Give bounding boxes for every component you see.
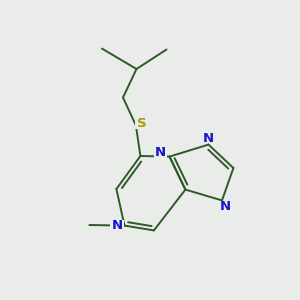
Bar: [202, 133, 215, 143]
Text: S: S: [137, 117, 147, 130]
Text: N: N: [203, 131, 214, 145]
Text: S: S: [137, 117, 147, 130]
Text: N: N: [111, 219, 123, 232]
Text: N: N: [220, 200, 231, 213]
Bar: [135, 118, 148, 129]
Text: N: N: [111, 219, 123, 232]
Bar: [219, 201, 232, 212]
Bar: [154, 148, 167, 158]
Text: N: N: [155, 146, 166, 160]
Text: N: N: [203, 131, 214, 145]
Text: N: N: [220, 200, 231, 213]
Text: N: N: [155, 146, 166, 160]
Bar: [110, 220, 124, 231]
